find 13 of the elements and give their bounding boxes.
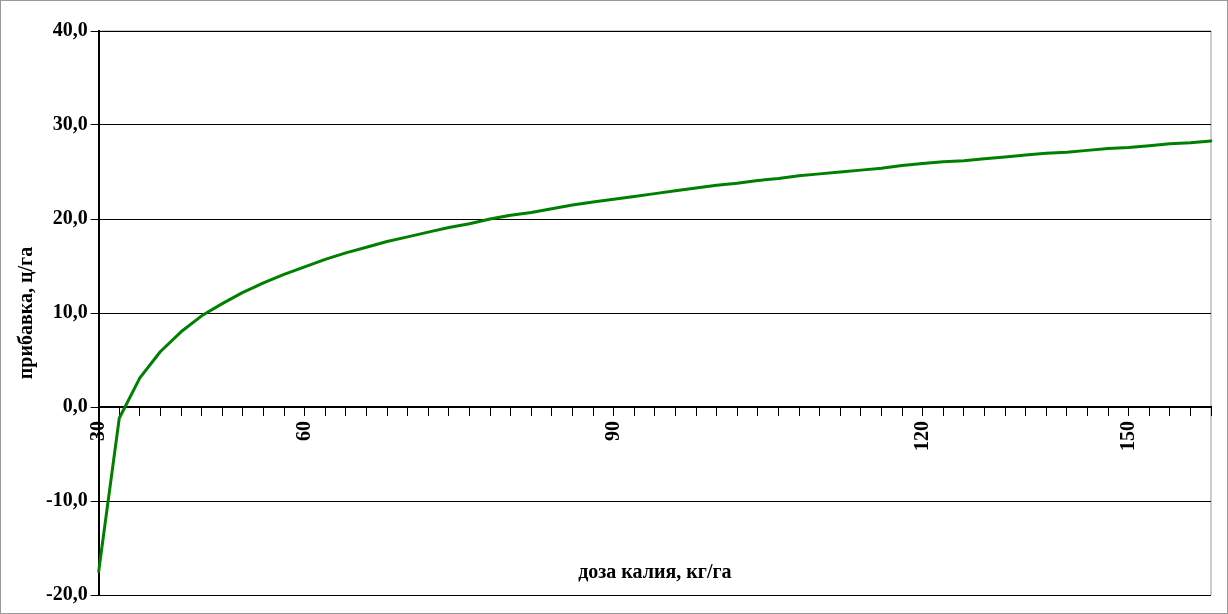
y-tick-label: 20,0 xyxy=(52,206,88,229)
x-axis-title: доза калия, кг/га xyxy=(578,560,732,583)
x-tick-label: 90 xyxy=(600,421,623,441)
x-tick-label: 60 xyxy=(291,421,314,441)
y-tick-label: -10,0 xyxy=(45,488,88,511)
y-tick-label: -20,0 xyxy=(45,582,88,605)
y-axis-title: прибавка, ц/га xyxy=(14,246,38,380)
y-tick-label: 40,0 xyxy=(52,18,88,41)
x-tick-label: 150 xyxy=(1115,421,1138,451)
x-tick-label: 120 xyxy=(909,421,932,451)
y-tick-label: 0,0 xyxy=(62,394,88,417)
y-tick-label: 30,0 xyxy=(52,112,88,135)
y-tick-label: 10,0 xyxy=(52,300,88,323)
